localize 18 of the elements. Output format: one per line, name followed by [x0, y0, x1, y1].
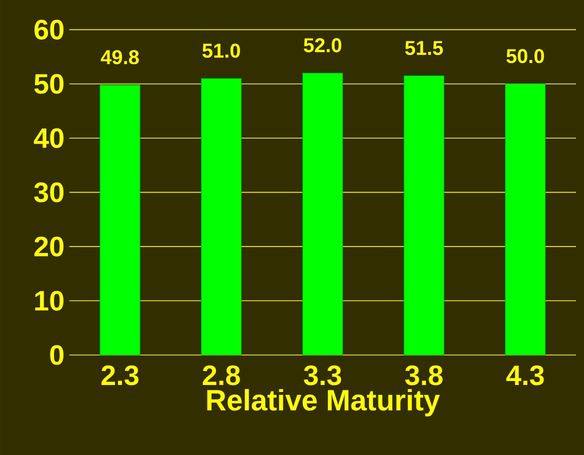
x-tick-label: 2.8	[202, 365, 240, 386]
x-tick-label: 2.3	[102, 365, 138, 386]
y-tick-label: 50	[34, 74, 64, 94]
data-label: 51.0	[202, 44, 240, 58]
x-tick-label: 4.3	[506, 365, 544, 386]
x-tick-label: 3.3	[304, 365, 342, 386]
y-tick-label: 20	[34, 236, 64, 256]
y-tick-label: 30	[34, 182, 64, 202]
y-tick-label: 10	[35, 290, 64, 311]
data-label: 51.5	[405, 41, 443, 56]
y-tick-label: 40	[34, 128, 64, 148]
y-tick-label: 0	[50, 345, 64, 365]
data-label: 50.0	[506, 49, 544, 64]
data-label: 52.0	[304, 38, 342, 52]
data-label: 49.8	[100, 50, 139, 64]
x-tick-label: 3.8	[405, 365, 443, 386]
x-axis-title: Relative Maturity	[207, 389, 440, 416]
y-tick-label: 60	[34, 20, 64, 40]
